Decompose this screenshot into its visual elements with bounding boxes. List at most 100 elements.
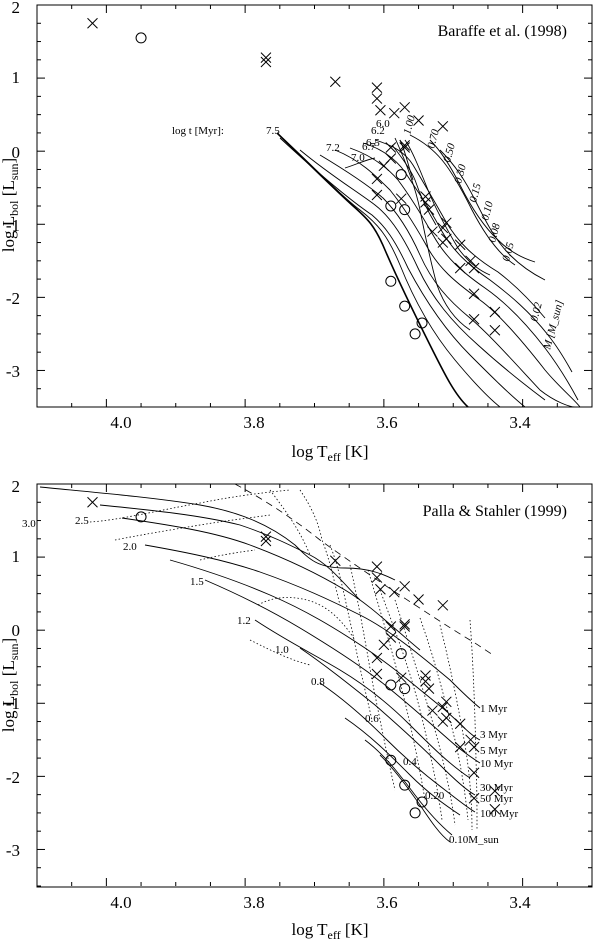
star-cross-marker: [260, 56, 272, 68]
mass-label: 1.5: [190, 576, 204, 588]
axis-ticks: [36, 483, 593, 887]
x-tick-label: 4.0: [110, 893, 131, 912]
star-cross-marker: [395, 193, 407, 205]
y-tick-label: 1: [12, 68, 21, 87]
isochrone-label: 5 Myr: [480, 745, 508, 757]
star-circle-marker: [385, 200, 397, 212]
star-cross-marker: [437, 120, 449, 132]
star-cross-marker: [420, 675, 431, 687]
star-cross-marker: [371, 82, 383, 93]
baraffe-panel: Baraffe et al. (1998) 2 1 0 -1 -2 -3 4.0…: [0, 0, 593, 464]
star-cross-marker: [399, 101, 411, 113]
star-cross-marker: [395, 672, 407, 684]
star-cross-marker: [420, 670, 431, 681]
mass-label: 0.10: [479, 200, 496, 222]
mass-label: 0.4: [403, 756, 417, 768]
birthline: [234, 483, 496, 657]
star-cross-marker: [489, 785, 501, 797]
isochrone-label: 6.7: [362, 141, 376, 153]
mass-label: 2.0: [123, 541, 137, 553]
star-circle-marker: [385, 679, 397, 691]
mass-label: 0.05: [500, 241, 517, 263]
y-tick-label: -1: [6, 694, 20, 713]
y-axis-title: log Lbol [Lsun]: [0, 158, 21, 252]
mass-label: 0.70: [425, 128, 442, 150]
star-circle-marker: [135, 511, 147, 523]
star-cross-marker: [388, 586, 400, 598]
star-circle-marker: [399, 300, 411, 312]
isochrones: [89, 489, 478, 831]
mass-label: 0.50: [441, 142, 458, 164]
mass-label: 0.30: [452, 163, 469, 185]
panel-title: Palla & Stahler (1999): [423, 503, 567, 520]
star-cross-marker: [420, 191, 431, 202]
isochrone-label: 7.0: [351, 152, 365, 164]
star-circle-marker: [416, 317, 428, 329]
star-cross-marker: [454, 741, 466, 753]
star-cross-marker: [260, 531, 272, 542]
x-tick-label: 3.6: [376, 893, 397, 912]
star-circle-marker: [395, 169, 407, 181]
star-cross-marker: [260, 52, 272, 63]
y-tick-label: 0: [12, 143, 21, 162]
x-tick-label: 3.8: [243, 413, 264, 432]
star-cross-marker: [468, 792, 480, 804]
palla-stahler-panel: Palla & Stahler (1999) 2 1 0 -1 -2 -3 4.…: [0, 477, 593, 941]
star-cross-marker: [371, 93, 383, 104]
star-cross-marker: [437, 222, 449, 234]
y-tick-label: -3: [6, 841, 20, 860]
star-circle-marker: [135, 32, 147, 44]
mass-label: 0.6: [365, 713, 379, 725]
isochrone-label: 7.2: [326, 142, 340, 154]
star-cross-marker: [423, 204, 435, 216]
y-tick-label: -1: [6, 216, 20, 235]
star-cross-marker: [468, 262, 480, 274]
star-cross-marker: [437, 701, 449, 713]
star-cross-marker: [454, 718, 466, 730]
star-cross-marker: [454, 239, 466, 251]
mass-label: 1.0: [275, 644, 289, 656]
x-tick-label: 3.8: [243, 893, 264, 912]
mass-label: 1.00: [401, 114, 418, 136]
mass-label: 0.8: [311, 676, 325, 688]
star-circle-marker: [409, 328, 421, 340]
isochrone-label: 1 Myr: [480, 703, 508, 715]
star-cross-marker: [423, 683, 435, 695]
isochrone-label: 10 Myr: [480, 758, 513, 770]
star-cross-marker: [399, 580, 411, 592]
x-axis-title: log Teff [K]: [291, 442, 368, 464]
plot-frame: [36, 4, 593, 408]
star-circle-marker: [409, 807, 421, 819]
data-marks: [87, 496, 501, 819]
data-marks: [87, 17, 501, 340]
star-cross-marker: [437, 716, 449, 727]
star-cross-marker: [260, 535, 272, 547]
star-cross-marker: [371, 572, 383, 583]
star-cross-marker: [371, 561, 383, 572]
star-cross-marker: [399, 142, 411, 153]
isochrone-label: 6.0: [376, 118, 390, 130]
y-tick-label: 0: [12, 621, 21, 640]
star-cross-marker: [465, 255, 476, 267]
panel-title: Baraffe et al. (1998): [438, 23, 567, 40]
isochrone-label: 6.5: [366, 137, 380, 149]
star-cross-marker: [454, 262, 466, 274]
mass-label: 0.08: [486, 222, 503, 244]
star-circle-marker: [416, 796, 428, 808]
y-tick-label: 2: [12, 0, 21, 17]
star-cross-marker: [378, 639, 390, 651]
x-tick-label: 3.4: [509, 413, 531, 432]
x-tick-label: 4.0: [110, 413, 131, 432]
star-cross-marker: [468, 313, 480, 325]
axis-ticks: [36, 4, 593, 408]
star-cross-marker: [375, 104, 386, 116]
y-tick-label: -2: [6, 768, 20, 787]
star-cross-marker: [385, 142, 397, 153]
star-cross-marker: [399, 139, 411, 151]
y-axis-title: log Lbol [Lsun]: [0, 638, 21, 732]
star-circle-marker: [399, 683, 411, 695]
evolutionary-tracks: [276, 132, 581, 408]
star-cross-marker: [329, 555, 341, 567]
star-cross-marker: [87, 17, 98, 29]
